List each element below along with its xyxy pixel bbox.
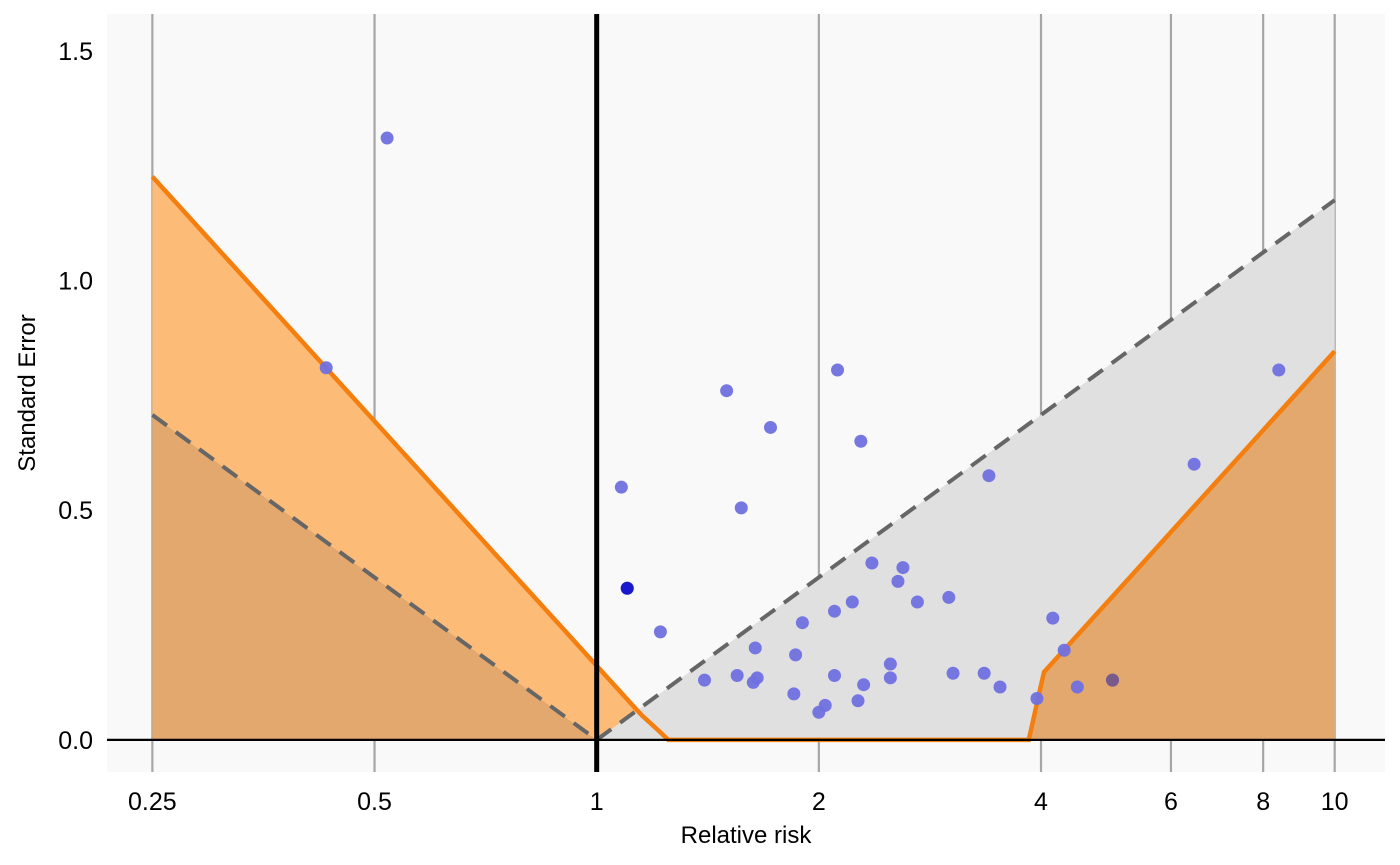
y-tick-label: 0.0 (58, 727, 93, 755)
data-point (854, 434, 868, 448)
x-tick-label: 2 (812, 788, 826, 816)
data-point (851, 694, 865, 708)
data-point (1187, 457, 1201, 471)
data-point (730, 669, 744, 683)
x-axis-title: Relative risk (681, 822, 813, 849)
x-tick-label: 0.25 (128, 788, 177, 816)
data-points (319, 131, 1286, 719)
left-orange-region (152, 176, 669, 740)
y-axis-title: Standard Error (14, 314, 41, 471)
y-tick-labels: 0.0 0.5 1.0 1.5 (58, 38, 93, 755)
data-point (764, 420, 778, 434)
x-tick-label: 4 (1034, 788, 1048, 816)
data-point (883, 671, 897, 685)
data-point (827, 604, 841, 618)
data-point-dark (1106, 673, 1120, 687)
data-point (993, 680, 1007, 694)
data-point (982, 469, 996, 483)
right-brown-region (1028, 351, 1335, 740)
y-tick-label: 0.5 (58, 497, 93, 525)
data-point (977, 666, 991, 680)
data-point (883, 657, 897, 671)
data-point (789, 648, 803, 662)
y-tick-label: 1.5 (58, 38, 93, 66)
x-tick-label: 10 (1321, 788, 1349, 816)
data-point (896, 561, 910, 575)
y-tick-label: 1.0 (58, 267, 93, 295)
data-point-highlight (620, 581, 634, 595)
x-tick-label: 1 (590, 788, 604, 816)
data-point (857, 678, 871, 692)
data-point (1272, 363, 1286, 377)
x-tick-label: 6 (1164, 788, 1178, 816)
data-point (845, 595, 859, 609)
data-point (748, 641, 762, 655)
data-point (831, 363, 845, 377)
data-point (750, 671, 764, 685)
data-point (787, 687, 801, 701)
data-point (1057, 643, 1071, 657)
data-point (1030, 691, 1044, 705)
data-point (865, 556, 879, 570)
data-point (910, 595, 924, 609)
x-tick-label: 8 (1256, 788, 1270, 816)
x-tick-label: 0.5 (357, 788, 392, 816)
data-point (818, 698, 832, 712)
data-point (319, 361, 333, 375)
data-point (380, 131, 394, 145)
x-tick-labels: 0.25 0.5 1 2 4 6 8 10 (128, 788, 1349, 816)
left-dashed-line (151, 413, 598, 742)
data-point (653, 625, 667, 639)
data-point (1046, 611, 1060, 625)
right-dashed-line (595, 198, 1336, 742)
data-point (734, 501, 748, 515)
data-point (698, 673, 712, 687)
data-point (614, 480, 628, 494)
data-point (827, 669, 841, 683)
data-point (1070, 680, 1084, 694)
data-point (891, 574, 905, 588)
data-point (795, 616, 809, 630)
data-point (720, 384, 734, 398)
data-point (942, 590, 956, 604)
data-point (946, 666, 960, 680)
